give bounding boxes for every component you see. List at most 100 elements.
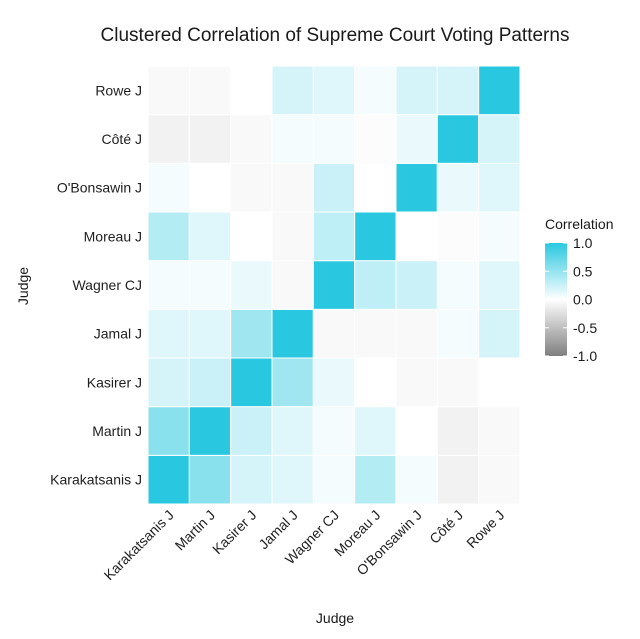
heatmap-cell — [230, 162, 273, 213]
x-tick-label: Rowe J — [463, 507, 507, 551]
heatmap-cell — [395, 406, 438, 456]
heatmap-cell — [312, 162, 356, 213]
heatmap-cell — [312, 65, 356, 116]
heatmap-cell — [478, 357, 521, 408]
y-tick-label: Martin J — [92, 423, 142, 439]
heatmap-cell — [230, 357, 273, 408]
heatmap-cell — [312, 114, 356, 164]
heatmap-cell — [354, 308, 397, 359]
heatmap-cell — [436, 260, 480, 310]
x-tick-label: Karakatsanis J — [101, 507, 177, 583]
heatmap-cell — [230, 308, 273, 359]
legend-ticks: 1.0 0.5 0.0 -0.5 -1.0 — [545, 235, 597, 364]
heatmap-cell — [147, 406, 190, 456]
legend-tick-label: 0.0 — [573, 292, 593, 308]
heatmap-cell — [271, 406, 314, 456]
heatmap-cell — [188, 114, 232, 164]
heatmap-cell — [230, 114, 273, 164]
heatmap-cell — [436, 308, 480, 359]
heatmap-cell — [354, 357, 397, 408]
heatmap-cell — [271, 454, 314, 505]
heatmap-cell — [354, 114, 397, 164]
heatmap-cell — [395, 260, 438, 310]
heatmap-cell — [188, 406, 232, 456]
heatmap-cell — [312, 406, 356, 456]
heatmap-cell — [395, 114, 438, 164]
heatmap-cell — [436, 454, 480, 505]
heatmap-cell — [478, 65, 521, 116]
heatmap-cell — [147, 260, 190, 310]
heatmap-cell — [478, 308, 521, 359]
heatmap-cell — [478, 114, 521, 164]
heatmap-cell — [147, 114, 190, 164]
heatmap-cell — [436, 114, 480, 164]
x-tick-label: Kasirer J — [209, 507, 259, 557]
heatmap-cell — [395, 65, 438, 116]
heatmap-cell — [147, 211, 190, 262]
heatmap-cell — [312, 211, 356, 262]
y-tick-label: Jamal J — [94, 326, 142, 342]
heatmap-cell — [478, 406, 521, 456]
heatmap-cell — [147, 162, 190, 213]
legend: Correlation 1.0 0.5 0.0 -0.5 -1.0 — [545, 216, 613, 364]
heatmap-cell — [354, 454, 397, 505]
heatmap-cell — [271, 65, 314, 116]
heatmap-cell — [436, 65, 480, 116]
y-tick-label: Rowe J — [95, 82, 142, 98]
heatmap-cell — [188, 65, 232, 116]
heatmap-cell — [188, 260, 232, 310]
heatmap-cell — [188, 211, 232, 262]
heatmap-cell — [436, 162, 480, 213]
legend-title: Correlation — [545, 216, 613, 232]
y-tick-label: Wagner CJ — [72, 277, 142, 293]
heatmap-cell — [312, 454, 356, 505]
heatmap-cell — [478, 211, 521, 262]
heatmap-cell — [147, 308, 190, 359]
heatmap-cell — [395, 162, 438, 213]
heatmap-cell — [271, 162, 314, 213]
heatmap-cell — [478, 454, 521, 505]
y-tick-label: Kasirer J — [87, 374, 142, 390]
legend-tick-label: 0.5 — [573, 263, 593, 279]
y-tick-label: Côté J — [102, 131, 142, 147]
heatmap-cell — [478, 260, 521, 310]
heatmap-cell — [147, 65, 190, 116]
heatmap-cell — [230, 406, 273, 456]
heatmap-cells — [147, 65, 521, 505]
heatmap-cell — [395, 454, 438, 505]
heatmap-cell — [271, 211, 314, 262]
heatmap-cell — [230, 65, 273, 116]
heatmap-cell — [436, 211, 480, 262]
heatmap-cell — [478, 162, 521, 213]
legend-tick-label: 1.0 — [573, 235, 593, 251]
y-axis-title: Judge — [15, 267, 31, 305]
heatmap-cell — [271, 308, 314, 359]
heatmap-cell — [354, 260, 397, 310]
legend-tick-label: -1.0 — [573, 348, 597, 364]
heatmap-cell — [188, 454, 232, 505]
chart-title: Clustered Correlation of Supreme Court V… — [101, 25, 570, 46]
heatmap-cell — [312, 260, 356, 310]
heatmap-cell — [188, 308, 232, 359]
y-tick-label: Moreau J — [84, 228, 142, 244]
heatmap-cell — [312, 357, 356, 408]
heatmap-cell — [271, 357, 314, 408]
legend-tick-label: -0.5 — [573, 320, 597, 336]
x-axis-title: Judge — [316, 610, 354, 626]
heatmap-cell — [230, 260, 273, 310]
heatmap-cell — [312, 308, 356, 359]
heatmap-cell — [188, 162, 232, 213]
heatmap-cell — [188, 357, 232, 408]
heatmap-cell — [395, 308, 438, 359]
heatmap-cell — [395, 211, 438, 262]
heatmap-cell — [271, 114, 314, 164]
y-tick-label: Karakatsanis J — [50, 472, 142, 488]
heatmap-cell — [230, 211, 273, 262]
heatmap-cell — [147, 454, 190, 505]
y-tick-label: O'Bonsawin J — [57, 180, 142, 196]
heatmap-cell — [354, 211, 397, 262]
heatmap-cell — [354, 406, 397, 456]
heatmap-cell — [271, 260, 314, 310]
